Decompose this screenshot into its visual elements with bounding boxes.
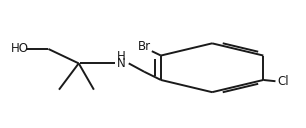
Text: HO: HO bbox=[11, 42, 28, 55]
Text: Br: Br bbox=[138, 40, 151, 53]
Text: Cl: Cl bbox=[277, 75, 289, 88]
Text: N: N bbox=[117, 57, 125, 70]
Text: H: H bbox=[117, 50, 125, 63]
